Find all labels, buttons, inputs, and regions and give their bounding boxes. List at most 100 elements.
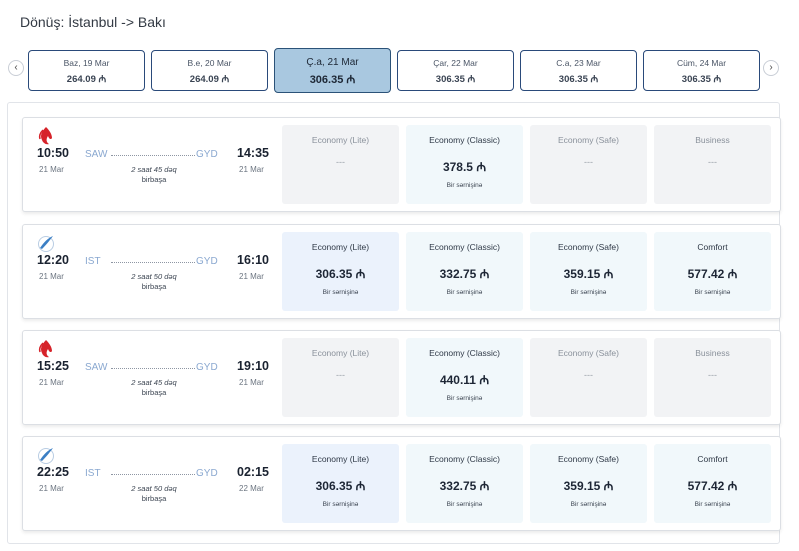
fare-name: Economy (Safe) [558,135,619,145]
date-tab[interactable]: Cüm, 24 Mar 306.35 ₼ [643,50,760,91]
fare-price: 577.42 ₼ [687,479,738,493]
fare-subtitle: Bir sərnişinə [446,289,483,296]
departure-time: 22:25 [37,465,69,479]
fare-name: Economy (Safe) [558,242,619,252]
date-tab[interactable]: C.a, 23 Mar 306.35 ₼ [520,50,637,91]
airline-flame-icon [38,340,52,358]
fare-price: 306.35 ₼ [315,479,366,493]
fare-name: Economy (Classic) [429,242,500,252]
destination-airport: GYD [196,149,218,160]
date-label: Baz, 19 Mar [63,58,110,68]
arrival-date: 21 Mar [239,165,264,174]
destination-airport: GYD [196,362,218,373]
date-tab[interactable]: B.e, 20 Mar 264.09 ₼ [151,50,268,91]
departure-date: 21 Mar [39,378,64,387]
fare-price: --- [584,370,593,380]
flight-stops: birbaşa [141,282,167,291]
date-tab[interactable]: Ç.a, 21 Mar 306.35 ₼ [274,48,391,93]
fare-price: 332.75 ₼ [439,479,490,493]
prev-date-button[interactable]: ‹ [8,60,24,76]
fare-name: Business [695,348,730,358]
flight-stops: birbaşa [141,175,167,184]
fare-name: Economy (Classic) [429,135,500,145]
date-selector: Baz, 19 Mar 264.09 ₼ B.e, 20 Mar 264.09 … [28,48,760,93]
date-label: B.e, 20 Mar [187,58,232,68]
next-date-button[interactable]: › [763,60,779,76]
fare-option[interactable]: Economy (Classic) 332.75 ₼ Bir sərnişinə [406,232,523,311]
fare-option: Economy (Lite) --- [282,125,399,204]
flight-duration: 2 saat 50 dəq [131,484,177,493]
fare-option: Economy (Safe) --- [530,338,647,417]
flight-results: 10:50 21 Mar SAW GYD 2 saat 45 dəq birba… [7,102,781,544]
fare-name: Business [695,135,730,145]
fare-option: Business --- [654,338,771,417]
fare-price: 440.11 ₼ [439,373,490,387]
date-label: Ç.a, 21 Mar [306,57,359,68]
flight-duration: 2 saat 50 dəq [131,272,177,281]
fare-subtitle: Bir sərnişinə [570,501,607,508]
fare-name: Economy (Lite) [311,454,370,464]
fare-price: 378.5 ₼ [442,160,487,174]
fare-option: Business --- [654,125,771,204]
arrival-date: 21 Mar [239,272,264,281]
date-price: 306.35 ₼ [681,74,722,85]
fare-price: 359.15 ₼ [563,479,614,493]
date-price: 264.09 ₼ [189,74,230,85]
date-label: Çar, 22 Mar [433,58,478,68]
departure-time: 10:50 [37,146,69,160]
arrival-time: 16:10 [237,253,269,267]
fare-price: 577.42 ₼ [687,267,738,281]
fare-subtitle: Bir sərnişinə [694,289,731,296]
fare-price: 359.15 ₼ [563,267,614,281]
route-line [111,474,195,475]
fare-subtitle: Bir sərnişinə [446,182,483,189]
fare-price: --- [708,370,717,380]
departure-time: 15:25 [37,359,69,373]
fare-subtitle: Bir sərnişinə [446,501,483,508]
airline-flame-icon [38,127,52,145]
fare-option[interactable]: Economy (Classic) 332.75 ₼ Bir sərnişinə [406,444,523,523]
fare-option[interactable]: Economy (Classic) 440.11 ₼ Bir sərnişinə [406,338,523,417]
fare-subtitle: Bir sərnişinə [322,501,359,508]
date-label: Cüm, 24 Mar [676,58,727,68]
fare-option[interactable]: Economy (Lite) 306.35 ₼ Bir sərnişinə [282,232,399,311]
departure-date: 21 Mar [39,484,64,493]
fare-option: Economy (Safe) --- [530,125,647,204]
fare-price: --- [336,370,345,380]
arrival-time: 14:35 [237,146,269,160]
fare-name: Economy (Lite) [311,242,370,252]
route-line [111,155,195,156]
fare-option[interactable]: Comfort 577.42 ₼ Bir sərnişinə [654,232,771,311]
flight-stops: birbaşa [141,494,167,503]
departure-date: 21 Mar [39,272,64,281]
fare-option[interactable]: Economy (Safe) 359.15 ₼ Bir sərnişinə [530,232,647,311]
fare-option[interactable]: Economy (Classic) 378.5 ₼ Bir sərnişinə [406,125,523,204]
date-price: 264.09 ₼ [66,74,107,85]
fare-option[interactable]: Economy (Safe) 359.15 ₼ Bir sərnişinə [530,444,647,523]
fare-name: Comfort [697,242,728,252]
fare-subtitle: Bir sərnişinə [570,289,607,296]
origin-airport: IST [85,256,101,267]
date-tab[interactable]: Baz, 19 Mar 264.09 ₼ [28,50,145,91]
departure-date: 21 Mar [39,165,64,174]
fare-subtitle: Bir sərnişinə [694,501,731,508]
date-tab[interactable]: Çar, 22 Mar 306.35 ₼ [397,50,514,91]
fare-name: Economy (Classic) [429,348,500,358]
fare-option[interactable]: Comfort 577.42 ₼ Bir sərnişinə [654,444,771,523]
origin-airport: IST [85,468,101,479]
flight-card: 12:20 21 Mar IST GYD 2 saat 50 dəq birba… [22,224,781,319]
arrival-time: 02:15 [237,465,269,479]
fare-name: Comfort [697,454,728,464]
flight-card: 15:25 21 Mar SAW GYD 2 saat 45 dəq birba… [22,330,781,425]
fare-option[interactable]: Economy (Lite) 306.35 ₼ Bir sərnişinə [282,444,399,523]
flight-duration: 2 saat 45 dəq [131,378,177,387]
origin-airport: SAW [85,149,108,160]
airline-wing-icon [38,236,54,252]
arrival-date: 22 Mar [239,484,264,493]
flight-duration: 2 saat 45 dəq [131,165,177,174]
arrival-date: 21 Mar [239,378,264,387]
route-line [111,368,195,369]
fare-price: 332.75 ₼ [439,267,490,281]
airline-wing-icon [38,448,54,464]
route-line [111,262,195,263]
